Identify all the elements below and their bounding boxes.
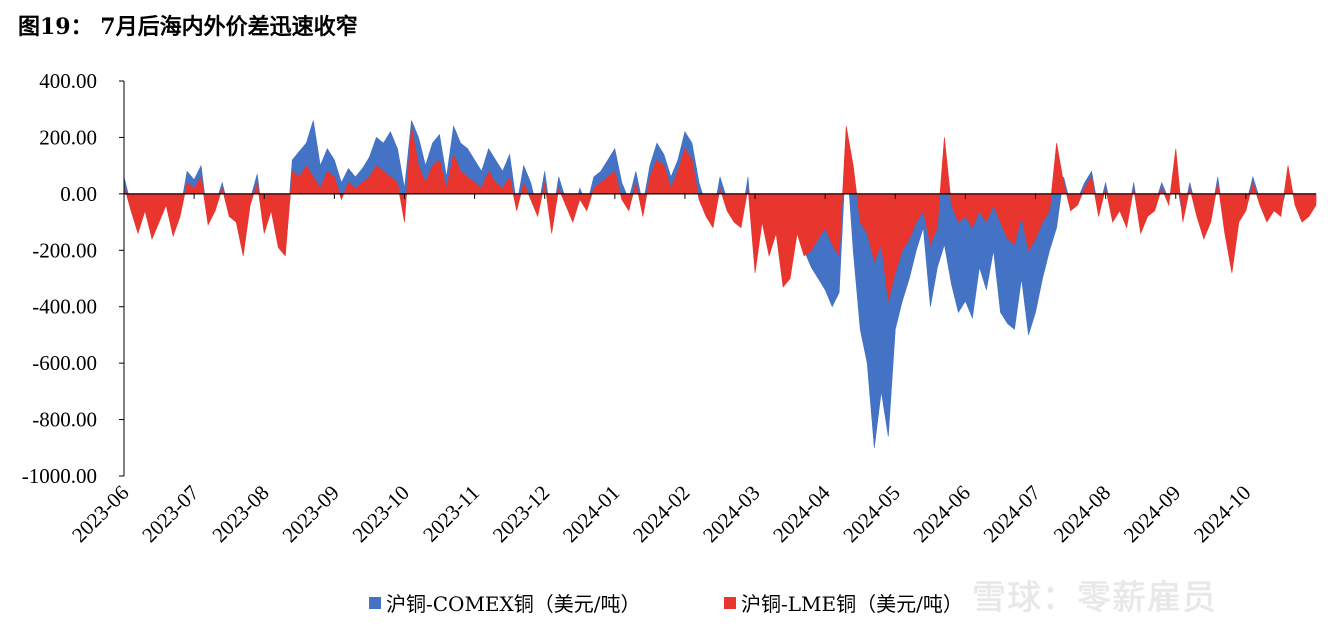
y-tick-label: -600.00 xyxy=(32,351,97,375)
y-tick-label: -1000.00 xyxy=(22,464,97,488)
x-tick-label: 2024-08 xyxy=(1049,481,1115,547)
y-tick-label: -200.00 xyxy=(32,238,97,262)
x-tick-label: 2024-06 xyxy=(908,481,974,547)
area-series-lme xyxy=(123,126,1317,302)
x-tick-label: 2023-11 xyxy=(418,481,484,547)
y-tick-label: 200.00 xyxy=(39,125,97,149)
x-tick-label: 2023-10 xyxy=(348,481,414,547)
x-tick-label: 2024-03 xyxy=(698,481,764,547)
x-tick-label: 2023-07 xyxy=(137,481,203,547)
x-tick-label: 2024-04 xyxy=(768,480,835,547)
chart-title: 图19： 7月后海内外价差迅速收窄 xyxy=(18,14,358,40)
x-tick-label: 2024-09 xyxy=(1119,481,1185,547)
legend-swatch-lme xyxy=(724,597,736,609)
x-tick-label: 2023-12 xyxy=(488,481,554,547)
x-tick-label: 2024-05 xyxy=(838,481,904,547)
y-tick-label: -800.00 xyxy=(32,408,97,432)
legend-label-comex: 沪铜-COMEX铜（美元/吨） xyxy=(386,592,641,616)
x-tick-label: 2023-06 xyxy=(67,481,133,547)
y-tick-label: 0.00 xyxy=(60,182,97,206)
plot-area xyxy=(123,120,1317,448)
x-tick-label: 2024-10 xyxy=(1189,481,1255,547)
y-axis-ticks: 400.00 200.00 0.00 -200.00 -400.00 -600.00 -80… xyxy=(22,69,124,488)
x-tick-label: 2023-08 xyxy=(207,481,273,547)
y-tick-label: 400.00 xyxy=(39,69,97,93)
legend: 沪铜-COMEX铜（美元/吨） 沪铜-LME铜（美元/吨） xyxy=(369,592,963,616)
legend-swatch-comex xyxy=(369,597,381,609)
watermark: 雪球：零薪雇员 xyxy=(972,578,1217,618)
area-series-comex xyxy=(123,120,1317,448)
x-tick-label: 2023-09 xyxy=(277,481,343,547)
legend-label-lme: 沪铜-LME铜（美元/吨） xyxy=(741,592,963,616)
x-tick-label: 2024-02 xyxy=(628,481,694,547)
x-tick-label: 2024-07 xyxy=(979,481,1045,547)
x-tick-label: 2024-01 xyxy=(558,481,624,547)
y-tick-label: -400.00 xyxy=(32,295,97,319)
axes xyxy=(123,81,1316,476)
x-axis-ticks: 2023-06 2023-07 2023-08 2023-09 2023-10 2023-… xyxy=(67,193,1255,547)
